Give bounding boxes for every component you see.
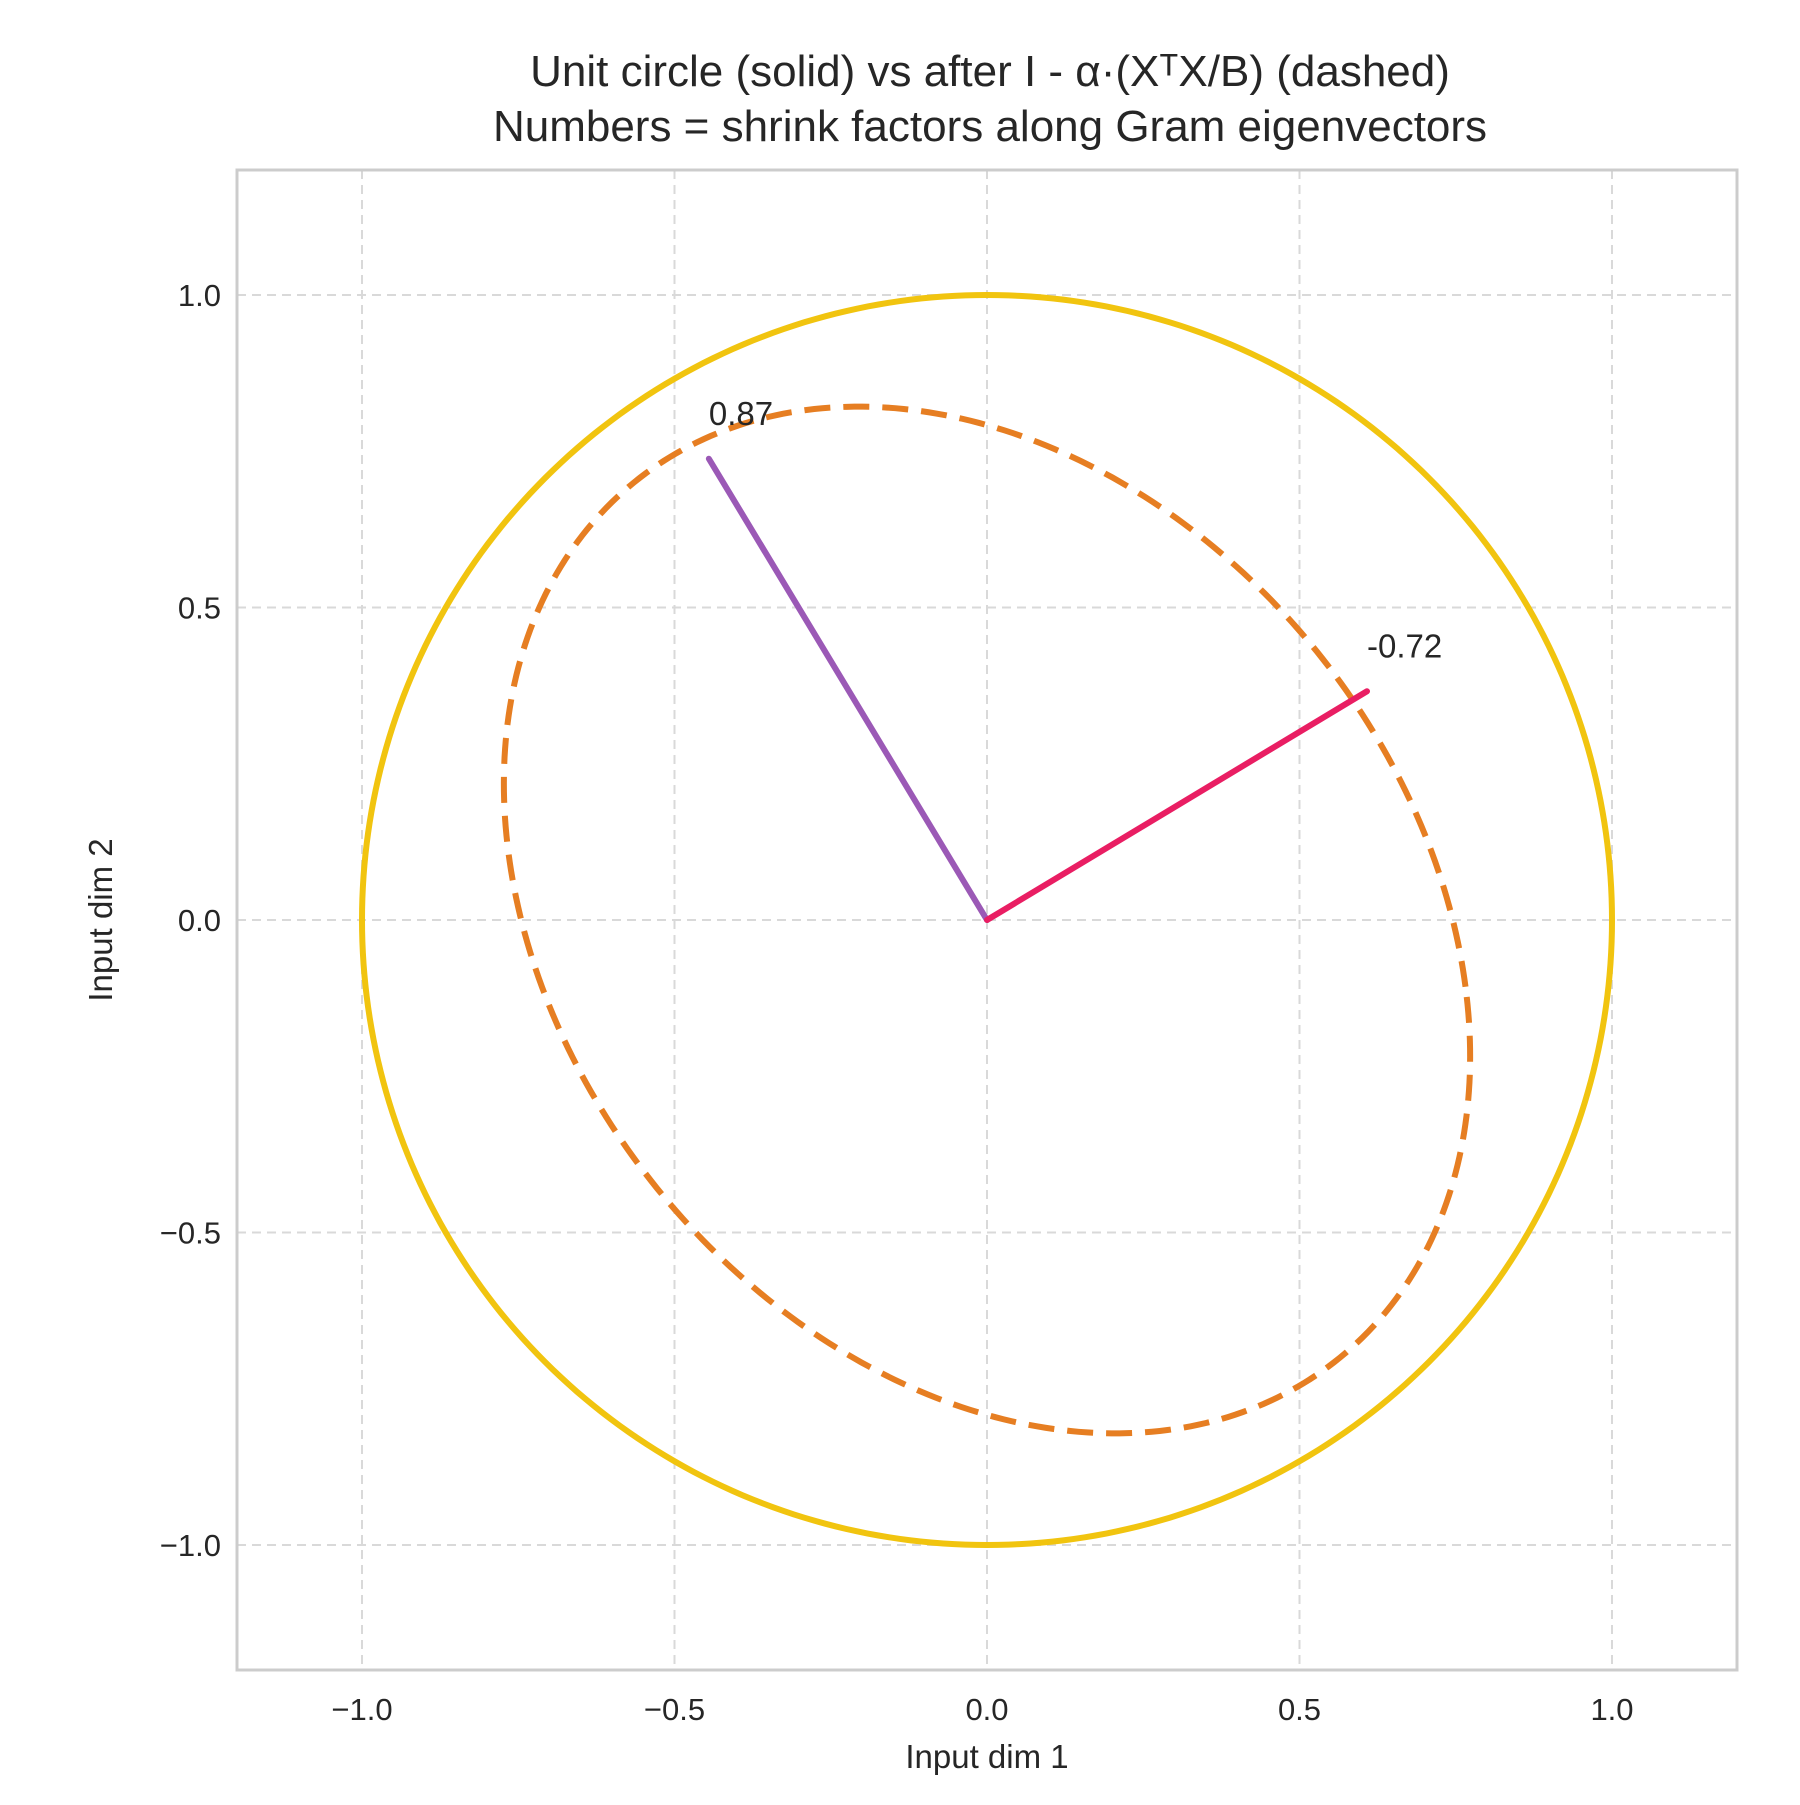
x-axis-label: Input dim 1 [905,1738,1068,1775]
y-tick-label: 1.0 [178,278,221,313]
x-tick-label: −1.0 [331,1692,392,1727]
shrink-factor-label-1: 0.87 [709,395,773,432]
eigenvector-line-1 [705,455,990,923]
chart-subtitle: Numbers = shrink factors along Gram eige… [493,102,1487,151]
y-tick-label: −0.5 [160,1216,221,1251]
eigenvector-line-2 [984,688,1370,923]
x-tick-label: 0.0 [965,1692,1008,1727]
y-tick-label: 0.0 [178,903,221,938]
plot-area: 0.87 -0.72 [358,291,1616,1549]
tick-labels: −1.0 −0.5 0.0 0.5 1.0 −1.0 −0.5 0.0 0.5 1.0 [160,278,1634,1727]
x-tick-label: 1.0 [1590,1692,1633,1727]
chart-title: Unit circle (solid) vs after I - α·(XᵀX/… [530,47,1450,96]
y-tick-label: 0.5 [178,591,221,626]
shrink-factor-label-2: -0.72 [1367,627,1442,664]
x-tick-label: 0.5 [1278,1692,1321,1727]
x-tick-label: −0.5 [644,1692,705,1727]
y-axis-label: Input dim 2 [82,838,119,1001]
plot-frame [235,168,1739,1672]
unit-circle [358,291,1616,1549]
y-tick-label: −1.0 [160,1528,221,1563]
